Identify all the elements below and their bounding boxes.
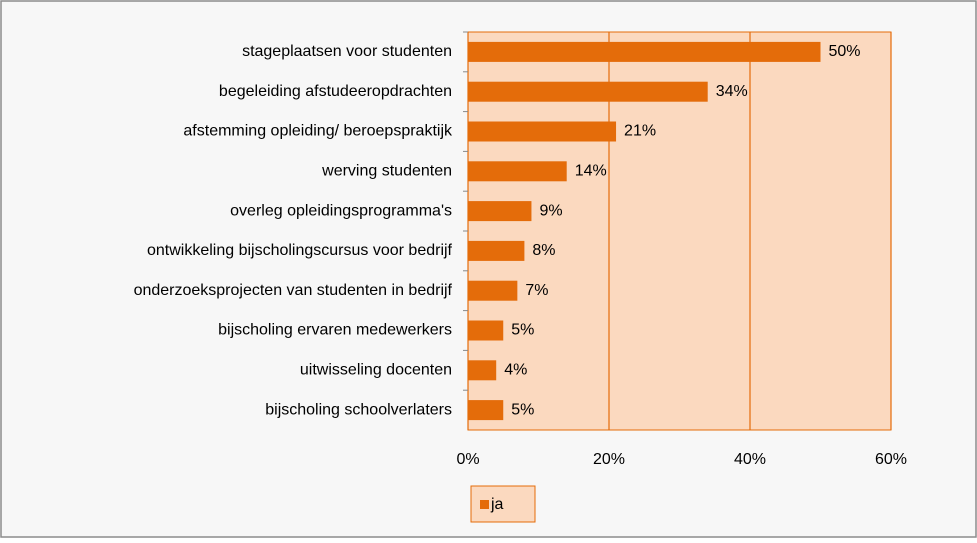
data-label: 9% xyxy=(539,202,562,219)
bar xyxy=(468,161,567,182)
data-label: 8% xyxy=(532,242,555,259)
data-label: 5% xyxy=(511,401,534,418)
y-tick-label: stageplaatsen voor studenten xyxy=(242,43,452,60)
data-label: 7% xyxy=(525,282,548,299)
bar xyxy=(468,121,617,142)
x-tick-label: 60% xyxy=(875,451,907,468)
data-label: 21% xyxy=(624,123,656,140)
legend-label: ja xyxy=(490,496,504,513)
y-tick-label: ontwikkeling bijscholingscursus voor bed… xyxy=(147,242,453,259)
data-label: 14% xyxy=(575,163,607,180)
y-tick-label: uitwisseling docenten xyxy=(300,362,452,379)
data-label: 50% xyxy=(829,43,861,60)
y-tick-label: werving studenten xyxy=(321,163,452,180)
x-tick-label: 0% xyxy=(456,451,479,468)
y-tick-label: bijscholing schoolverlaters xyxy=(265,401,452,418)
bar xyxy=(468,41,821,62)
y-tick-label: begeleiding afstudeeropdrachten xyxy=(219,83,452,100)
data-label: 5% xyxy=(511,322,534,339)
bar xyxy=(468,201,532,222)
bar xyxy=(468,400,504,421)
y-tick-label: onderzoeksprojecten van studenten in bed… xyxy=(134,282,453,299)
y-tick-label: afstemming opleiding/ beroepspraktijk xyxy=(183,123,453,140)
legend-swatch xyxy=(480,500,489,509)
data-label: 4% xyxy=(504,362,527,379)
data-label: 34% xyxy=(716,83,748,100)
bar xyxy=(468,240,525,261)
bar xyxy=(468,280,518,301)
y-tick-label: bijscholing ervaren medewerkers xyxy=(218,322,452,339)
y-tick-label: overleg opleidingsprogramma's xyxy=(230,202,452,219)
bar xyxy=(468,360,497,381)
bar xyxy=(468,320,504,341)
x-tick-label: 40% xyxy=(734,451,766,468)
bar xyxy=(468,81,708,102)
x-tick-label: 20% xyxy=(593,451,625,468)
